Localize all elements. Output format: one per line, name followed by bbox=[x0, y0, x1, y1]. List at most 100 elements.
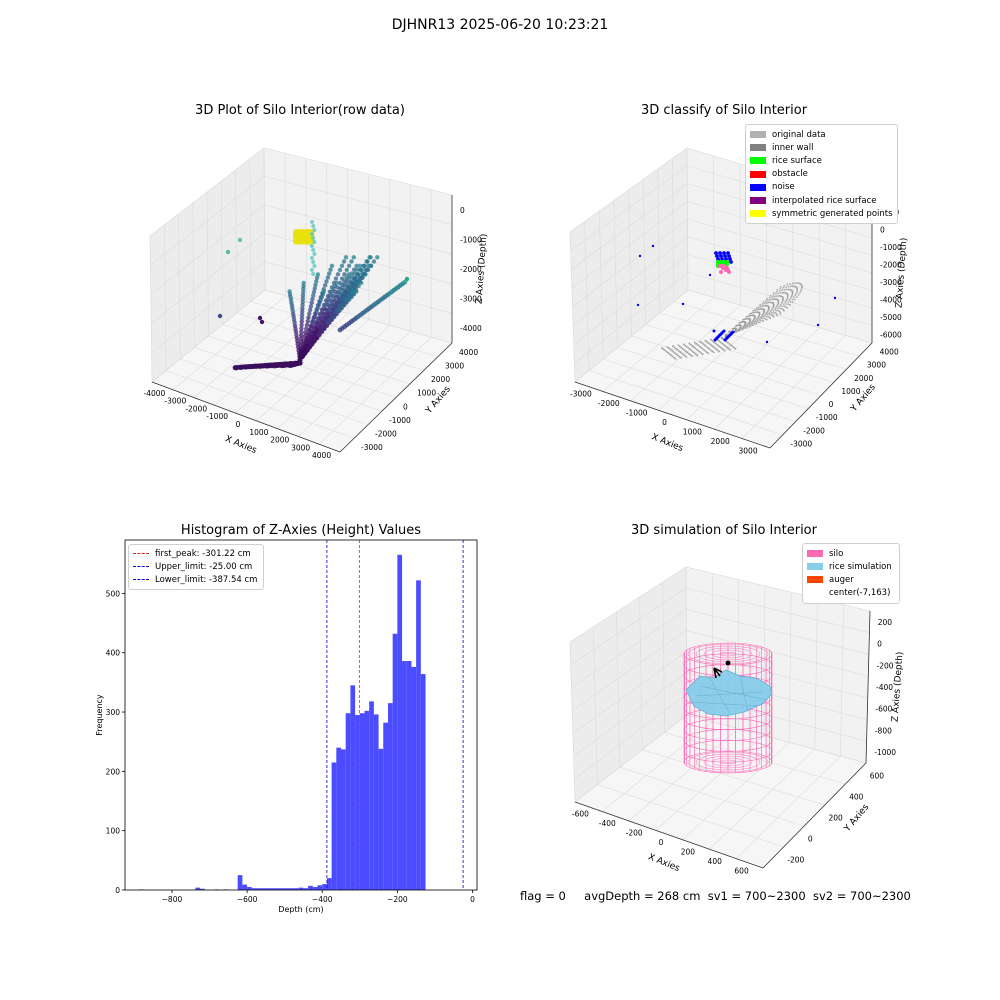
raw-point bbox=[321, 289, 327, 294]
cls-point bbox=[685, 350, 687, 353]
cls-point bbox=[816, 323, 820, 327]
histogram-bar bbox=[303, 888, 309, 890]
cls-point bbox=[696, 354, 699, 357]
histogram-bar bbox=[378, 748, 384, 890]
cls-point bbox=[746, 315, 749, 318]
grid-line bbox=[639, 596, 643, 750]
grid-line bbox=[571, 609, 687, 688]
raw-point bbox=[314, 325, 319, 330]
histogram-title: Histogram of Z-Axies (Height) Values bbox=[180, 523, 422, 538]
histogram-chart[interactable]: −800 −600 −400 −200 0 0 100 200 300 400 500 Depth (… bbox=[0, 500, 500, 920]
cls-point bbox=[770, 314, 773, 316]
cls-point bbox=[771, 296, 773, 299]
cls-point bbox=[777, 292, 780, 295]
cls-point bbox=[726, 346, 728, 349]
cls-point bbox=[671, 349, 673, 352]
histogram-bar bbox=[326, 878, 332, 890]
cls-point bbox=[772, 298, 775, 301]
raw-xtick: 0 bbox=[236, 420, 241, 429]
cls-point bbox=[714, 342, 717, 345]
cls-point bbox=[710, 344, 713, 347]
cls-point bbox=[778, 305, 781, 308]
histogram-bar bbox=[294, 888, 299, 890]
legend-swatch bbox=[750, 170, 766, 178]
raw-point bbox=[354, 289, 359, 294]
simulation-3d-plot[interactable]: -600 -400 -200 0 200 400 600 -200 0 200 400 600 200 0… bbox=[500, 500, 1000, 890]
cls-point bbox=[638, 254, 642, 258]
sim-ytick: -200 bbox=[787, 856, 804, 865]
rice-mesh-line bbox=[695, 691, 763, 697]
cls-point bbox=[730, 344, 732, 347]
raw-point bbox=[311, 293, 316, 298]
legend-label: rice simulation bbox=[829, 561, 892, 572]
cls-ztick: -3000 bbox=[880, 278, 902, 287]
raw-ytick: 1000 bbox=[417, 389, 436, 398]
cls-point bbox=[748, 313, 751, 315]
cls-point bbox=[786, 298, 788, 300]
cls-point bbox=[686, 351, 689, 354]
cls-point bbox=[779, 285, 782, 288]
raw-point bbox=[334, 280, 339, 286]
cls-xtick: -2000 bbox=[598, 399, 620, 408]
raw-xtick: -3000 bbox=[164, 397, 186, 406]
cls-point bbox=[762, 301, 765, 303]
grid-line bbox=[571, 201, 688, 289]
cls-point bbox=[719, 270, 723, 274]
x-tick-label: −200 bbox=[387, 895, 408, 904]
cls-point bbox=[722, 251, 726, 255]
y-tick-label: 0 bbox=[115, 886, 120, 895]
classify-xlabel: X Axies bbox=[650, 432, 685, 454]
simulation-legend-item: rice simulation bbox=[807, 560, 895, 573]
cls-point bbox=[667, 351, 669, 354]
histogram-bar bbox=[242, 884, 248, 890]
raw-point bbox=[346, 263, 352, 268]
cls-point bbox=[777, 295, 779, 297]
raw-point bbox=[311, 289, 317, 295]
x-tick-label: −400 bbox=[312, 895, 333, 904]
cls-ztick: -4000 bbox=[880, 295, 902, 304]
grid-line bbox=[192, 202, 195, 348]
silo-ring bbox=[683, 718, 773, 741]
raw-point bbox=[310, 297, 315, 302]
cls-point bbox=[678, 350, 680, 352]
cls-ytick: 0 bbox=[829, 400, 834, 409]
grid-line bbox=[573, 672, 687, 757]
raw-point bbox=[337, 291, 342, 296]
cls-point bbox=[711, 350, 714, 353]
cls-point bbox=[755, 308, 758, 311]
cls-point bbox=[693, 341, 696, 344]
raw-point bbox=[321, 311, 326, 317]
histogram-bar bbox=[265, 888, 271, 890]
cls-point bbox=[776, 290, 778, 293]
cls-point bbox=[715, 348, 717, 350]
cls-point bbox=[670, 354, 672, 357]
cls-point bbox=[754, 320, 757, 322]
classify-3d-plot[interactable]: -3000 -2000 -1000 0 1000 2000 3000 -3000 -2000 -1… bbox=[500, 0, 1000, 480]
cls-ytick: -3000 bbox=[790, 439, 812, 448]
cls-point bbox=[677, 354, 679, 357]
raw-point bbox=[311, 236, 316, 240]
raw-ytick: -3000 bbox=[361, 443, 383, 452]
legend-label: symmetric generated points bbox=[772, 208, 893, 219]
cls-point bbox=[776, 305, 778, 307]
cls-point bbox=[712, 329, 716, 333]
cls-point bbox=[789, 304, 791, 306]
cls-xtick: 1000 bbox=[683, 427, 702, 436]
raw-point bbox=[351, 267, 357, 272]
raw-xtick: 1000 bbox=[249, 428, 268, 437]
cls-point bbox=[785, 303, 788, 305]
raw-point bbox=[313, 282, 318, 288]
cls-point bbox=[699, 346, 702, 349]
axis-line bbox=[574, 381, 771, 449]
cls-xtick: 0 bbox=[662, 418, 667, 427]
cls-point bbox=[668, 347, 670, 350]
cls-point bbox=[759, 316, 762, 319]
classify-legend-item: inner wall bbox=[750, 141, 893, 154]
cls-point bbox=[786, 283, 789, 286]
raw-3d-plot[interactable]: -4000-3000-2000-100001000200030004000-30… bbox=[0, 0, 500, 480]
cls-xtick: 3000 bbox=[739, 446, 758, 455]
raw-point bbox=[361, 263, 366, 268]
raw-point bbox=[335, 285, 340, 290]
raw-point bbox=[341, 259, 347, 264]
grid-line bbox=[572, 651, 687, 734]
